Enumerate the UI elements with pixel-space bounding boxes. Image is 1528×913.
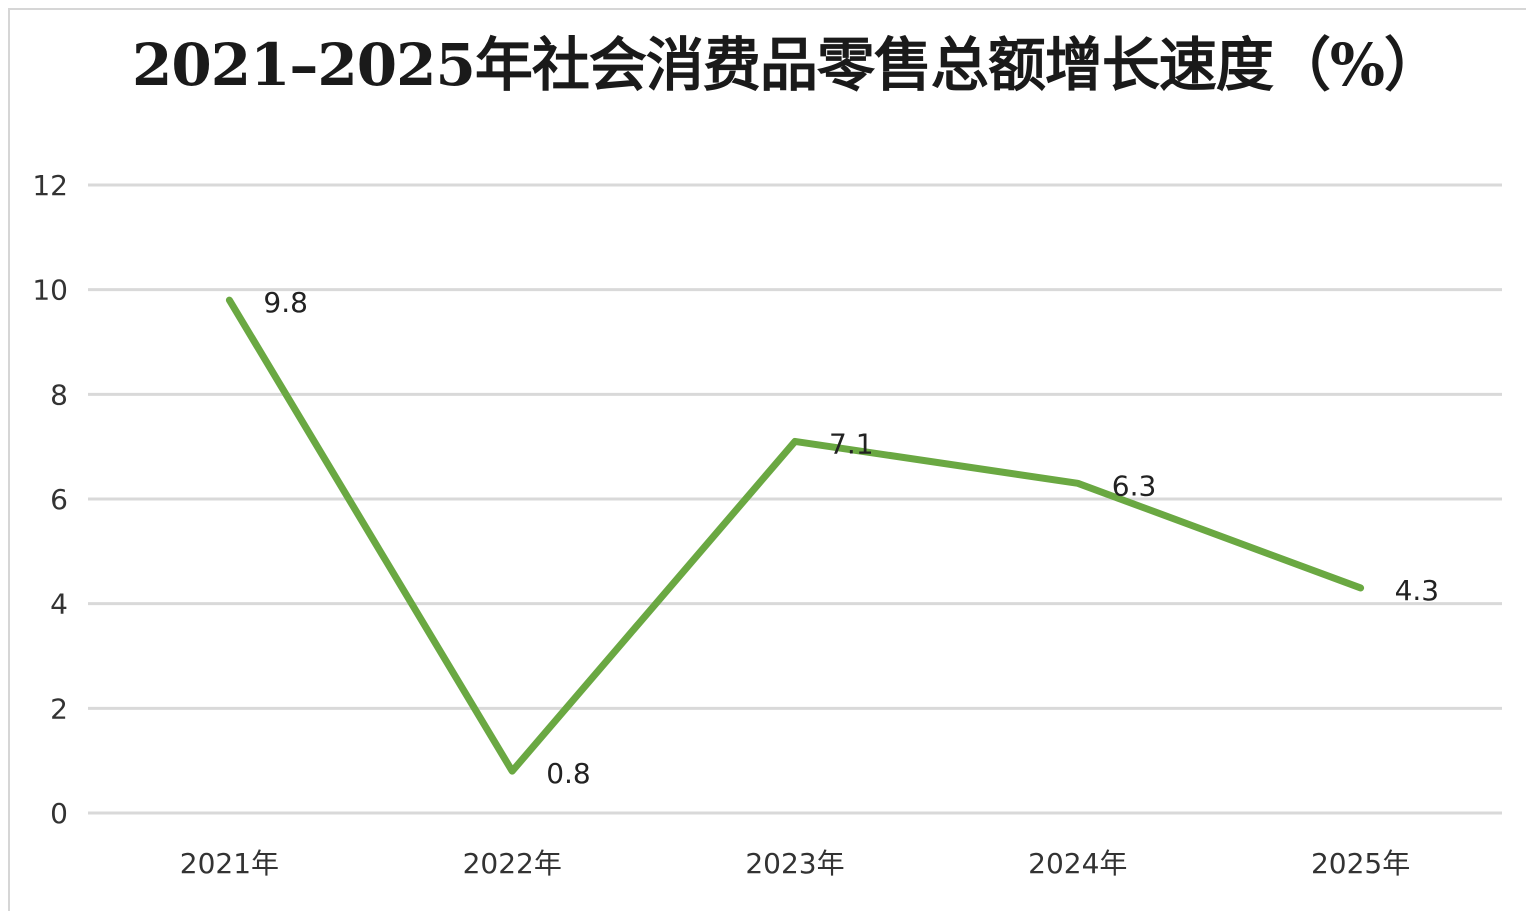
data-point (1357, 584, 1364, 591)
y-axis: 0 2 4 6 8 10 12 (32, 169, 68, 830)
x-tick-label: 2021年 (180, 847, 279, 880)
gridlines (88, 183, 1502, 815)
data-point (226, 297, 233, 304)
y-tick-label: 6 (50, 483, 68, 516)
data-point (509, 768, 516, 775)
chart-frame (8, 8, 1526, 911)
data-label: 9.8 (263, 286, 308, 319)
x-tick-label: 2025年 (1311, 847, 1410, 880)
x-tick-label: 2024年 (1028, 847, 1127, 880)
chart-title: 2021–2025年社会消费品零售总额增长速度（%） (132, 31, 1442, 99)
data-labels: 9.8 0.8 7.1 6.3 4.3 (263, 286, 1439, 790)
x-tick-label: 2023年 (745, 847, 844, 880)
series-line (225, 296, 1365, 775)
data-label: 4.3 (1395, 574, 1440, 607)
y-tick-label: 12 (32, 169, 68, 202)
x-tick-label: 2022年 (463, 847, 562, 880)
series-group (225, 296, 1365, 775)
data-point (1074, 480, 1081, 487)
y-tick-label: 2 (50, 692, 68, 725)
data-label: 6.3 (1112, 469, 1157, 502)
data-label: 7.1 (829, 427, 874, 460)
y-tick-label: 4 (50, 588, 68, 621)
y-tick-label: 8 (50, 378, 68, 411)
data-point (792, 438, 798, 445)
y-tick-label: 10 (32, 274, 68, 307)
data-label: 0.8 (546, 757, 591, 790)
x-axis: 2021年 2022年 2023年 2024年 2025年 (180, 847, 1410, 880)
y-tick-label: 0 (50, 797, 68, 830)
